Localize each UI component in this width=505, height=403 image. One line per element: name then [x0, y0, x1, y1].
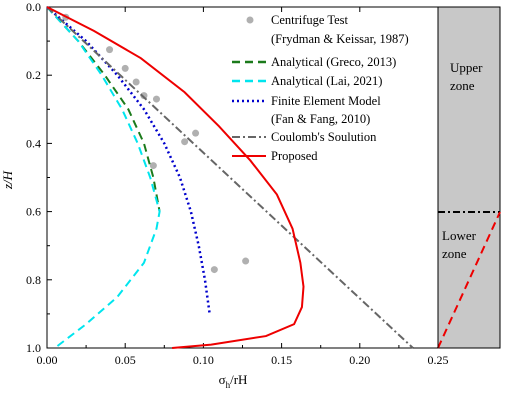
side-panel: Upper zone Lower zone [437, 6, 501, 349]
legend-label-proposed: Proposed [271, 149, 318, 163]
x-axis-title-rest: /rH [230, 372, 247, 387]
legend-label-fem-2: (Fan & Fang, 2010) [271, 112, 370, 126]
lower-zone-label-2: zone [442, 246, 467, 261]
x-tick-label: 0.25 [428, 353, 449, 367]
x-axis-title: σh/rH [219, 372, 248, 390]
series-line-proposed [46, 6, 305, 349]
legend-label-fem: Finite Element Model [271, 94, 381, 108]
y-tick-label: 0.4 [26, 136, 41, 150]
lower-zone-label-1: Lower [442, 228, 477, 243]
point-centrifuge-test [210, 266, 218, 274]
legend-marker-centrifuge [246, 16, 254, 24]
legend-label-greco: Analytical (Greco, 2013) [271, 55, 396, 69]
y-tick-label: 1.0 [26, 341, 41, 355]
legend-label-centrifuge: Centrifuge Test [271, 13, 349, 27]
point-centrifuge-test [140, 92, 148, 100]
y-axis-title: z/H [0, 170, 15, 190]
legend-label-coulomb: Coulomb's Soulution [271, 130, 377, 144]
x-tick-label: 0.15 [271, 353, 292, 367]
series-line-finite-element-model [46, 6, 211, 315]
point-centrifuge-test [121, 64, 129, 72]
point-centrifuge-test [181, 138, 189, 146]
series-line-analytical-lai-2021 [46, 6, 161, 349]
point-centrifuge-test [132, 78, 140, 86]
side-panel-background [437, 6, 501, 349]
point-centrifuge-test [149, 162, 157, 170]
axis-ticks: 0.00 0.05 0.10 0.15 0.20 0.25 0.0 0.2 0.4 0.6 0.8 1… [26, 0, 449, 367]
y-tick-label: 0.0 [26, 0, 41, 14]
point-centrifuge-test [152, 95, 160, 103]
x-axis-title-main: σ [219, 372, 226, 387]
x-tick-label: 0.05 [115, 353, 136, 367]
point-centrifuge-test [192, 129, 200, 137]
legend: Centrifuge Test (Frydman & Keissar, 1987… [232, 13, 409, 163]
point-centrifuge-test [106, 46, 114, 54]
upper-zone-label-2: zone [450, 78, 475, 93]
x-tick-label: 0.00 [37, 353, 58, 367]
legend-label-centrifuge-2: (Frydman & Keissar, 1987) [271, 32, 409, 46]
point-centrifuge-test [242, 257, 250, 265]
legend-label-lai: Analytical (Lai, 2021) [271, 74, 382, 88]
y-tick-label: 0.8 [26, 273, 41, 287]
x-axis-title-sub: h [226, 380, 231, 390]
x-tick-label: 0.10 [193, 353, 214, 367]
series-layer [46, 6, 414, 349]
series-line-coulomb-s-soulution [46, 6, 414, 349]
upper-zone-label-1: Upper [450, 60, 483, 75]
x-tick-label: 0.20 [349, 353, 370, 367]
y-tick-label: 0.2 [26, 68, 41, 82]
lower-zone-pressure-line [437, 211, 501, 349]
y-tick-label: 0.6 [26, 205, 41, 219]
